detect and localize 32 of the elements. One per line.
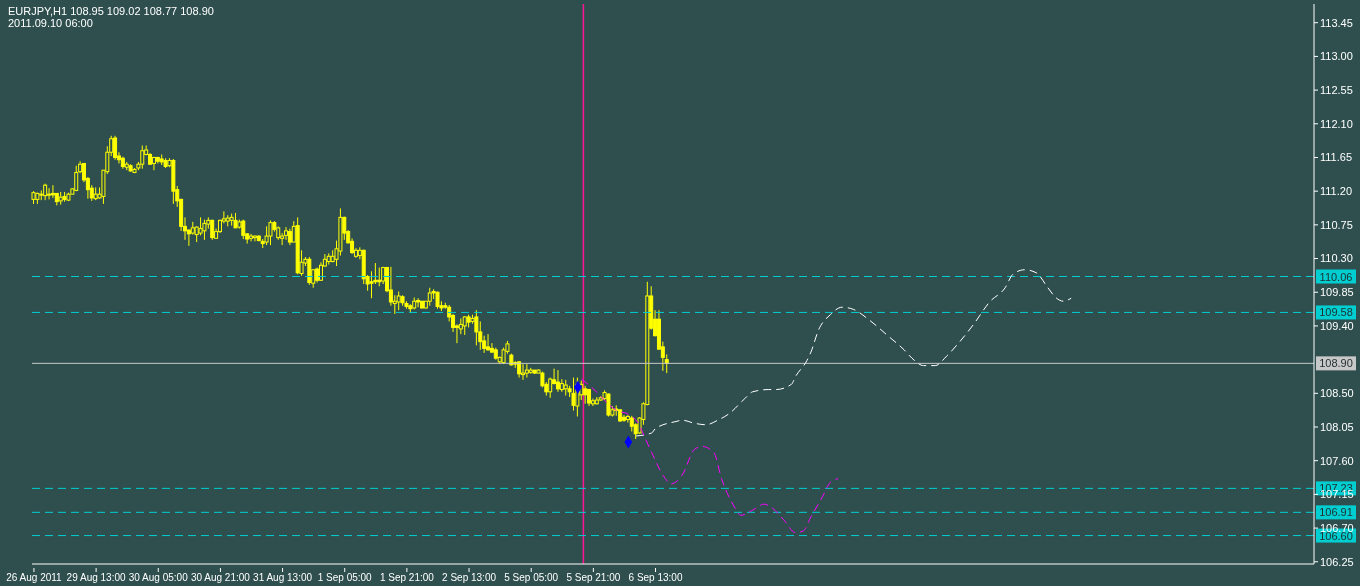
y-tick-label: 110.75 bbox=[1320, 218, 1353, 231]
x-tick-label: 2 Sep 13:00 bbox=[442, 572, 497, 583]
x-tick-label: 29 Aug 13:00 bbox=[66, 572, 127, 583]
y-tick-label: 112.55 bbox=[1320, 84, 1353, 96]
x-tick-label: 30 Aug 05:00 bbox=[128, 572, 189, 583]
text: 2011.09.10 06:00 bbox=[8, 17, 94, 29]
y-tick-label: 113.00 bbox=[1320, 50, 1353, 63]
x-tick-label: 5 Sep 21:00 bbox=[566, 572, 621, 583]
ref-line-label: 109.58 bbox=[1319, 306, 1353, 319]
y-tick-label: 110.30 bbox=[1320, 252, 1353, 265]
y-tick-label: 113.45 bbox=[1320, 16, 1353, 29]
x-tick-label: 1 Sep 21:00 bbox=[379, 572, 435, 583]
y-tick-label: 111.20 bbox=[1320, 185, 1353, 198]
x-tick-label: 6 Sep 13:00 bbox=[628, 572, 683, 583]
y-tick-label: 108.05 bbox=[1320, 420, 1354, 433]
x-tick-label: 5 Sep 05:00 bbox=[504, 572, 559, 583]
x-tick-label: 26 Aug 2011 bbox=[6, 572, 63, 583]
x-tick-label: 1 Sep 05:00 bbox=[317, 572, 373, 583]
line-series bbox=[635, 269, 1072, 437]
x-tick-label: 30 Aug 21:00 bbox=[190, 572, 251, 583]
y-tick-label: 106.25 bbox=[1320, 555, 1354, 568]
ref-line-label: 108.90 bbox=[1319, 357, 1353, 370]
y-tick-label: 111.65 bbox=[1320, 151, 1353, 164]
y-tick-label: 107.60 bbox=[1320, 454, 1354, 467]
y-tick-label: 109.85 bbox=[1320, 286, 1354, 299]
x-tick-label: 31 Aug 13:00 bbox=[253, 572, 313, 583]
chart-title: EURJPY,H1 108.95 109.02 108.77 108.90 bbox=[8, 5, 214, 17]
y-tick-label: 108.50 bbox=[1320, 387, 1354, 400]
y-tick-label: 112.10 bbox=[1320, 117, 1353, 130]
ref-line-label: 110.06 bbox=[1319, 270, 1353, 283]
ref-line-label: 106.91 bbox=[1319, 506, 1353, 519]
y-tick-label: 109.40 bbox=[1320, 319, 1354, 332]
